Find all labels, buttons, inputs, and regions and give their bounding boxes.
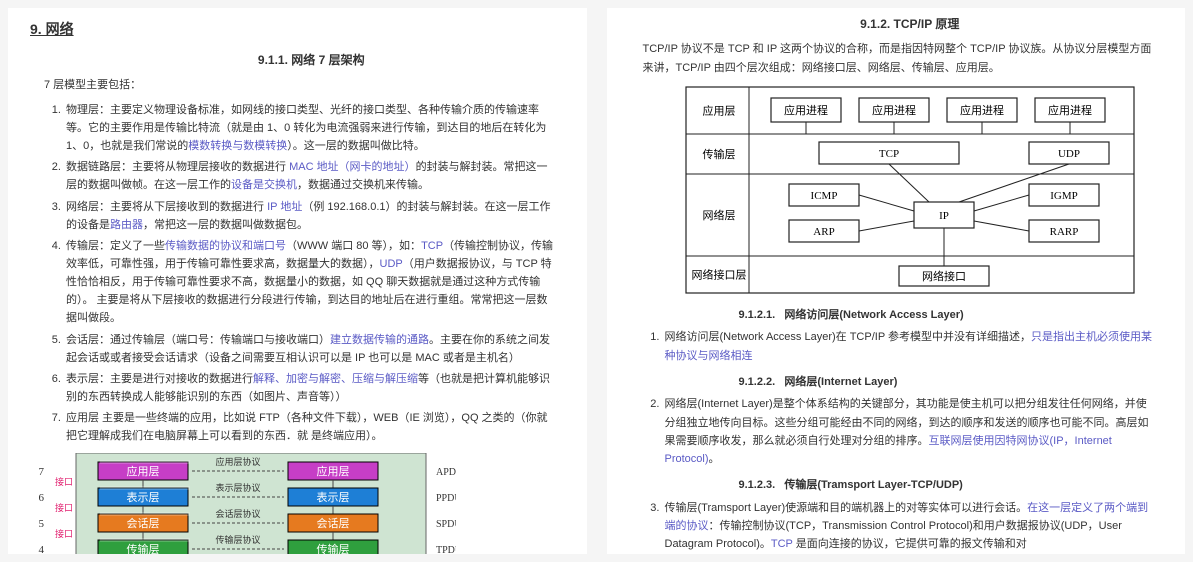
svg-text:应用层协议: 应用层协议 <box>215 456 260 467</box>
svg-text:TPDU: TPDU <box>436 545 456 554</box>
svg-text:接口: 接口 <box>55 528 73 539</box>
svg-text:应用层: 应用层 <box>127 464 160 478</box>
svg-text:IP: IP <box>939 210 949 222</box>
svg-text:ICMP: ICMP <box>810 190 837 202</box>
subsection-title: 9.1.2.1. 网络访问层(Network Access Layer) <box>739 306 1158 325</box>
svg-text:传输层: 传输层 <box>127 542 160 554</box>
svg-text:4: 4 <box>39 544 45 554</box>
svg-text:PPDU: PPDU <box>436 493 456 504</box>
svg-text:ARP: ARP <box>813 226 834 238</box>
svg-text:表示层: 表示层 <box>127 490 160 504</box>
svg-text:会话层: 会话层 <box>127 517 160 530</box>
layer-item: 网络层：主要将从下层接收到的数据进行 IP 地址（例 192.168.0.1）的… <box>64 198 559 234</box>
layer-item: 数据链路层：主要将从物理层接收的数据进行 MAC 地址（网卡的地址）的封装与解封… <box>64 158 559 194</box>
right-page: 9.1.2. TCP/IP 原理 TCP/IP 协议不是 TCP 和 IP 这两… <box>607 8 1186 554</box>
svg-text:会话层: 会话层 <box>317 517 350 530</box>
svg-text:RARP: RARP <box>1049 226 1078 238</box>
svg-text:UDP: UDP <box>1058 148 1080 160</box>
subsection-item: 传输层(Tramsport Layer)使源端和目的端机器上的对等实体可以进行会… <box>663 499 1158 553</box>
h2-right: 9.1.2. TCP/IP 原理 <box>663 14 1158 34</box>
osi-diagram: 应用层 应用层 应用层协议 7 接口 APDU 表示层 表示层 表示层协议 6 接口 PPDU 会话层 会… <box>26 453 456 554</box>
subsection-item: 网络访问层(Network Access Layer)在 TCP/IP 参考模型… <box>663 328 1158 364</box>
svg-text:网络接口层: 网络接口层 <box>691 267 746 281</box>
subsection-item: 网络层(Internet Layer)是整个体系结构的关键部分，其功能是使主机可… <box>663 395 1158 468</box>
layer-list: 物理层：主要定义物理设备标准，如网线的接口类型、光纤的接口类型、各种传输介质的传… <box>64 101 559 446</box>
svg-text:7: 7 <box>39 466 45 478</box>
intro-left: 7 层模型主要包括： <box>44 76 559 95</box>
svg-text:网络层: 网络层 <box>702 208 735 222</box>
subsection-title: 9.1.2.2. 网络层(Internet Layer) <box>739 373 1158 392</box>
svg-text:应用进程: 应用进程 <box>872 103 916 117</box>
subsection-list: 网络层(Internet Layer)是整个体系结构的关键部分，其功能是使主机可… <box>663 395 1158 468</box>
left-page: 9. 网络 9.1.1. 网络 7 层架构 7 层模型主要包括： 物理层：主要定… <box>8 8 587 554</box>
svg-text:应用层: 应用层 <box>317 464 350 478</box>
svg-text:会话层协议: 会话层协议 <box>215 508 260 519</box>
svg-text:接口: 接口 <box>55 502 73 513</box>
svg-text:TCP: TCP <box>879 148 899 160</box>
svg-text:表示层协议: 表示层协议 <box>215 482 260 493</box>
layer-item: 会话层：通过传输层（端口号：传输端口与接收端口）建立数据传输的通路。主要在你的系… <box>64 331 559 367</box>
svg-text:5: 5 <box>39 518 45 530</box>
layer-item: 表示层：主要是进行对接收的数据进行解释、加密与解密、压缩与解压缩等（也就是把计算… <box>64 370 559 406</box>
layer-item: 物理层：主要定义物理设备标准，如网线的接口类型、光纤的接口类型、各种传输介质的传… <box>64 101 559 155</box>
svg-text:表示层: 表示层 <box>317 490 350 504</box>
svg-text:应用层: 应用层 <box>702 103 735 117</box>
svg-text:网络接口: 网络接口 <box>922 269 966 283</box>
layer-item: 传输层：定义了一些传输数据的协议和端口号（WWW 端口 80 等），如：TCP（… <box>64 237 559 328</box>
subsection-list: 网络访问层(Network Access Layer)在 TCP/IP 参考模型… <box>663 328 1158 364</box>
subsection-list: 传输层(Tramsport Layer)使源端和目的端机器上的对等实体可以进行会… <box>663 499 1158 553</box>
svg-text:应用进程: 应用进程 <box>1048 103 1092 117</box>
svg-text:应用进程: 应用进程 <box>960 103 1004 117</box>
svg-text:APDU: APDU <box>436 467 456 478</box>
tcpip-diagram: 应用层传输层网络层网络接口层 应用进程 应用进程 应用进程 应用进程 TCP UDP ICMP… <box>685 86 1135 296</box>
svg-text:6: 6 <box>39 492 45 504</box>
h1: 9. 网络 <box>30 18 559 42</box>
svg-text:应用进程: 应用进程 <box>784 103 828 117</box>
svg-text:SPDU: SPDU <box>436 519 456 530</box>
intro-right: TCP/IP 协议不是 TCP 和 IP 这两个协议的合称，而是指因特网整个 T… <box>643 40 1158 77</box>
h2-left: 9.1.1. 网络 7 层架构 <box>64 50 559 70</box>
svg-text:传输层: 传输层 <box>702 147 735 161</box>
subsection-title: 9.1.2.3. 传输层(Tramsport Layer-TCP/UDP) <box>739 476 1158 495</box>
svg-text:传输层: 传输层 <box>317 542 350 554</box>
svg-text:IGMP: IGMP <box>1050 190 1078 202</box>
svg-text:传输层协议: 传输层协议 <box>215 534 260 545</box>
svg-text:接口: 接口 <box>55 476 73 487</box>
layer-item: 应用层 主要是一些终端的应用，比如说 FTP（各种文件下载），WEB（IE 浏览… <box>64 409 559 445</box>
